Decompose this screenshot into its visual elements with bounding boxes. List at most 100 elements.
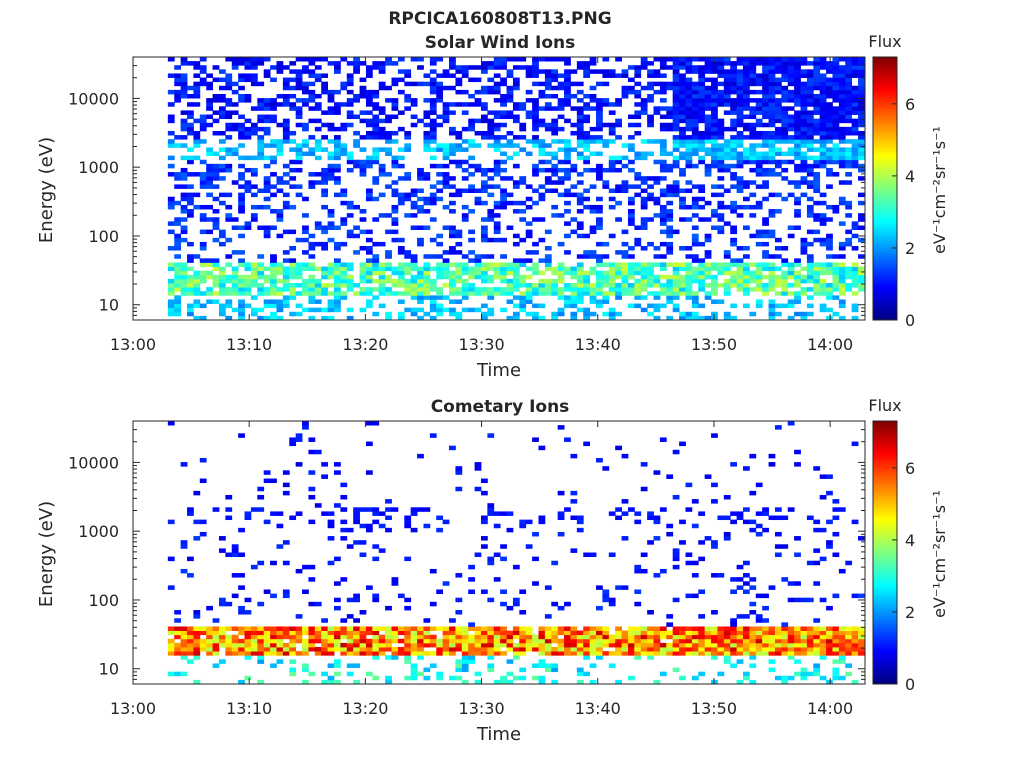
heatmap-cell — [743, 675, 750, 681]
heatmap-cell — [455, 250, 463, 255]
heatmap-cell — [774, 69, 782, 74]
heatmap-cell — [225, 114, 233, 120]
heatmap-cell — [596, 122, 603, 128]
heatmap-cell — [570, 647, 578, 652]
heatmap-cell — [704, 130, 712, 136]
heatmap-cell — [544, 642, 552, 648]
x-tick-label: 14:00 — [807, 335, 853, 354]
heatmap-cell — [321, 511, 329, 516]
heatmap-cell — [353, 225, 360, 230]
heatmap-cell — [698, 642, 706, 648]
heatmap-cell — [538, 283, 546, 288]
heatmap-cell — [449, 630, 456, 636]
heatmap-cell — [442, 274, 450, 280]
heatmap-cell — [359, 85, 367, 91]
heatmap-cell — [749, 634, 757, 640]
heatmap-cell — [359, 540, 367, 545]
heatmap-cell — [455, 65, 463, 70]
heatmap-cell — [602, 634, 610, 640]
heatmap-cell — [442, 626, 450, 631]
heatmap-cell — [180, 217, 188, 222]
heatmap-cell — [858, 274, 865, 280]
heatmap-cell — [806, 184, 814, 189]
heatmap-cell — [519, 200, 527, 206]
heatmap-cell — [762, 638, 769, 644]
heatmap-cell — [717, 647, 725, 652]
heatmap-cell — [806, 172, 814, 177]
heatmap-cell — [634, 73, 642, 78]
heatmap-cell — [659, 106, 667, 111]
heatmap-cell — [180, 634, 188, 640]
heatmap-cell — [519, 274, 527, 280]
heatmap-cell — [557, 102, 565, 107]
heatmap-cell — [519, 638, 527, 644]
heatmap-cell — [480, 233, 488, 239]
heatmap-cell — [583, 274, 591, 280]
heatmap-cell — [449, 311, 456, 317]
heatmap-cell — [474, 651, 482, 656]
heatmap-cell — [557, 192, 565, 198]
heatmap-cell — [621, 638, 629, 644]
heatmap-cell — [736, 184, 744, 189]
heatmap-cell — [691, 118, 699, 124]
heatmap-cell — [468, 307, 475, 313]
heatmap-cell — [187, 114, 194, 120]
heatmap-cell — [672, 61, 680, 66]
heatmap-cell — [174, 93, 182, 99]
heatmap-cell — [851, 270, 859, 276]
heatmap-cell — [174, 671, 182, 677]
heatmap-cell — [768, 254, 776, 259]
heatmap-cell — [666, 188, 674, 194]
heatmap-cell — [838, 57, 846, 62]
heatmap-cell — [532, 106, 539, 111]
heatmap-cell — [314, 651, 322, 656]
heatmap-cell — [289, 246, 297, 251]
heatmap-cell — [436, 196, 444, 202]
heatmap-cell — [538, 258, 546, 263]
heatmap-cell — [385, 507, 392, 512]
heatmap-cell — [743, 65, 750, 70]
heatmap-cell — [493, 225, 501, 230]
heatmap-cell — [206, 651, 213, 656]
heatmap-cell — [813, 73, 821, 78]
heatmap-cell — [532, 531, 539, 537]
solar-wind-colorbar-gradient — [872, 56, 898, 321]
heatmap-cell — [480, 315, 488, 321]
heatmap-cell — [564, 147, 571, 152]
heatmap-cell — [602, 143, 610, 148]
heatmap-cell — [461, 217, 469, 222]
heatmap-cell — [512, 655, 520, 660]
heatmap-cell — [659, 303, 667, 309]
heatmap-cell — [736, 93, 744, 99]
heatmap-cell — [851, 634, 859, 640]
heatmap-cell — [174, 630, 182, 636]
heatmap-cell — [474, 671, 482, 677]
heatmap-cell — [787, 270, 795, 276]
heatmap-cell — [359, 630, 367, 636]
heatmap-cell — [212, 225, 220, 230]
heatmap-cell — [736, 287, 744, 292]
heatmap-cell — [455, 466, 463, 471]
heatmap-cell — [449, 647, 456, 652]
heatmap-cell — [378, 241, 386, 247]
heatmap-cell — [717, 671, 725, 677]
heatmap-cell — [800, 671, 808, 677]
heatmap-cell — [334, 270, 341, 276]
heatmap-cell — [800, 118, 808, 124]
heatmap-cell — [500, 237, 507, 243]
heatmap-cell — [774, 626, 782, 631]
heatmap-cell — [851, 163, 859, 169]
heatmap-cell — [429, 196, 437, 202]
heatmap-cell — [180, 184, 188, 189]
heatmap-cell — [730, 118, 738, 124]
heatmap-cell — [800, 167, 808, 173]
heatmap-cell — [691, 237, 699, 243]
heatmap-cell — [627, 209, 635, 214]
heatmap-cell — [206, 647, 213, 652]
heatmap-cell — [596, 135, 603, 140]
heatmap-cell — [365, 287, 373, 292]
heatmap-cell — [685, 188, 693, 194]
heatmap-cell — [691, 675, 699, 681]
heatmap-cell — [429, 122, 437, 128]
heatmap-cell — [193, 139, 201, 144]
